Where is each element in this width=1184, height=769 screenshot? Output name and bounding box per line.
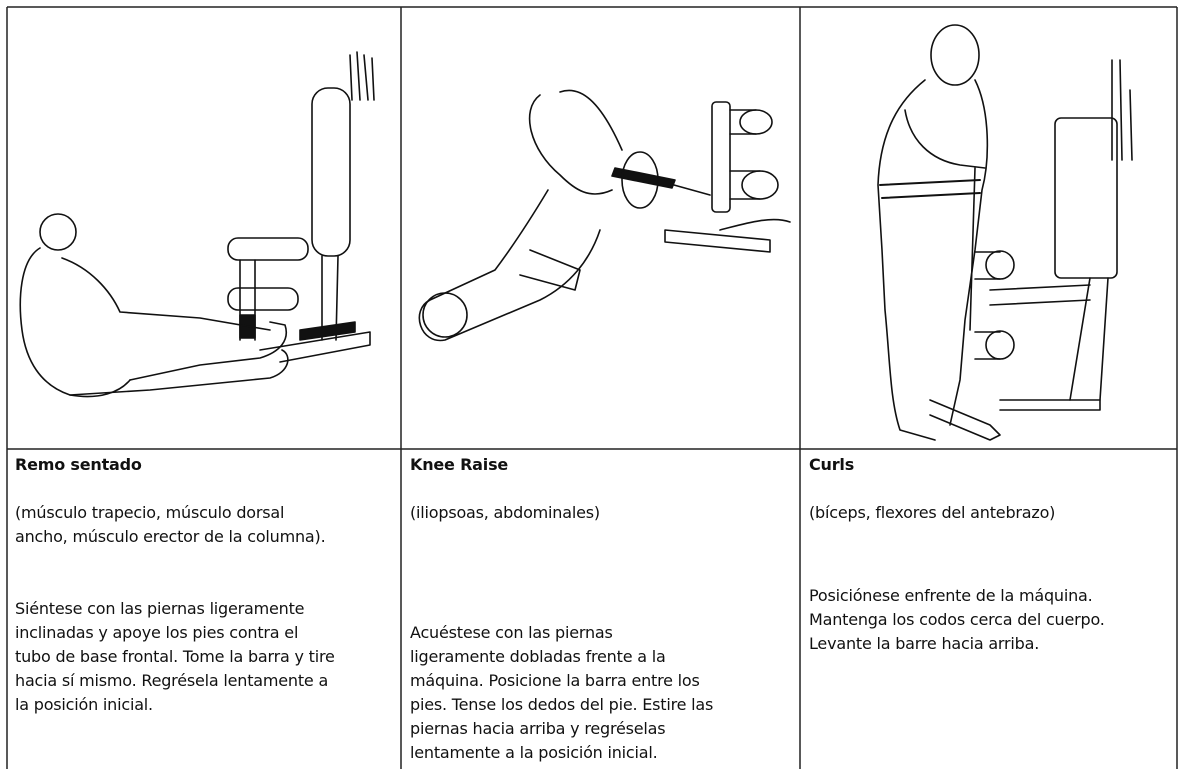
illustration-seated-row [19, 51, 375, 398]
description-line: piernas hacia arriba y regréselas [410, 719, 666, 738]
illustration-curls [877, 24, 1133, 441]
illustration-knee-raise [418, 89, 791, 342]
muscle-line: (músculo trapecio, músculo dorsal [15, 503, 285, 522]
description-line: Mantenga los codos cerca del cuerpo. [809, 610, 1105, 629]
table-borders [6, 6, 1178, 769]
description-line: tubo de base frontal. Tome la barra y ti… [15, 647, 335, 666]
description-line: Acuéstese con las piernas [410, 623, 613, 642]
description-line: Posiciónese enfrente de la máquina. [809, 586, 1093, 605]
description-line: ligeramente dobladas frente a la [410, 647, 666, 666]
exercise-title: Curls [809, 455, 855, 474]
exercise-title: Remo sentado [15, 455, 142, 474]
description-line: hacia sí mismo. Regrésela lentamente a [15, 671, 329, 690]
muscle-line: (bíceps, flexores del antebrazo) [809, 503, 1056, 522]
description-line: la posición inicial. [15, 695, 153, 714]
description-line: Levante la barre hacia arriba. [809, 634, 1040, 653]
description-line: Siéntese con las piernas ligeramente [15, 599, 305, 618]
exercise-title: Knee Raise [410, 455, 509, 474]
muscle-line: ancho, músculo erector de la columna). [15, 527, 326, 546]
description-line: lentamente a la posición inicial. [410, 743, 658, 762]
muscle-line: (iliopsoas, abdominales) [410, 503, 600, 522]
description-line: inclinadas y apoye los pies contra el [15, 623, 299, 642]
description-line: máquina. Posicione la barra entre los [410, 671, 700, 690]
description-line: pies. Tense los dedos del pie. Estire la… [410, 695, 714, 714]
